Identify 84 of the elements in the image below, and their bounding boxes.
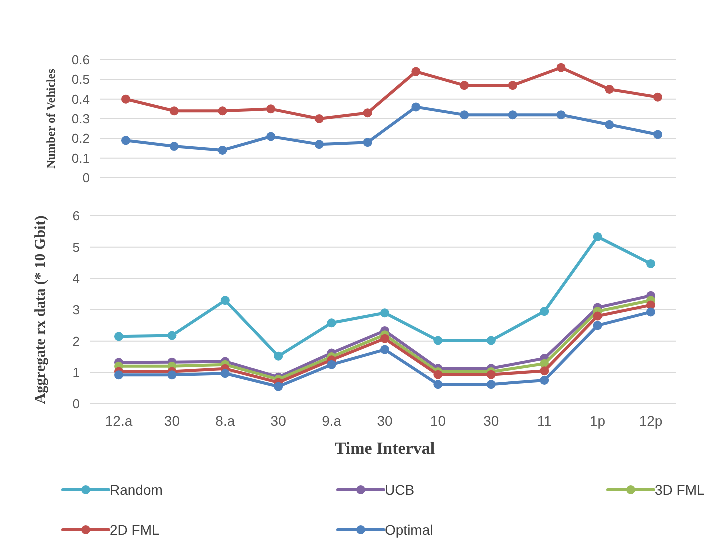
y-tick-label: 0: [82, 170, 90, 186]
x-tick-label: 10: [430, 413, 446, 429]
point: [114, 370, 124, 380]
x-tick-label: 30: [377, 413, 393, 429]
x-tick-label: 30: [270, 413, 287, 429]
x-tick-label: 1p: [590, 413, 606, 429]
y-axis-title: Aggregate rx data (* 10 Gbit): [33, 216, 49, 404]
y-tick-label: 0: [72, 396, 80, 412]
point: [274, 382, 284, 392]
point: [486, 380, 496, 390]
x-tick-label: 11: [537, 413, 552, 429]
y-tick-label: 0.5: [72, 72, 90, 88]
point: [380, 345, 390, 354]
point: [508, 110, 518, 120]
point: [266, 104, 276, 114]
point: [170, 106, 179, 116]
point: [266, 132, 276, 142]
x-tick-label: 30: [484, 413, 500, 429]
point: [646, 259, 656, 268]
point: [540, 376, 550, 385]
point: [605, 120, 614, 130]
point: [380, 308, 390, 318]
legend-label: 3D FML: [655, 482, 705, 498]
point: [363, 108, 372, 118]
point: [540, 366, 550, 376]
y-tick-label: 0.4: [72, 92, 90, 107]
point: [460, 110, 470, 120]
point: [327, 360, 336, 370]
point: [593, 321, 602, 330]
y-tick-label: 0.6: [72, 52, 90, 68]
point: [314, 140, 324, 150]
y-tick-label: 4: [72, 271, 80, 286]
x-tick-label: 9.a: [322, 413, 342, 429]
x-tick-label: 30: [164, 413, 180, 429]
point: [486, 370, 496, 380]
y-tick-label: 0.3: [72, 112, 90, 127]
legend-label: Random: [110, 482, 163, 498]
x-axis-title: Time Interval: [334, 439, 436, 458]
point: [168, 370, 177, 380]
point: [654, 92, 662, 102]
point: [218, 106, 228, 116]
point: [434, 336, 443, 346]
point: [508, 81, 518, 90]
point: [593, 232, 602, 242]
point: [412, 102, 421, 112]
point: [434, 370, 443, 380]
point: [593, 312, 602, 321]
x-tick-label: 8.a: [216, 413, 236, 429]
point: [122, 136, 130, 146]
point: [412, 67, 421, 76]
y-axis-title: Number of Vehicles: [44, 68, 58, 169]
legend-label: UCB: [385, 482, 415, 498]
point: [646, 308, 656, 317]
y-tick-label: 1: [72, 365, 80, 380]
point: [654, 130, 662, 140]
point: [274, 352, 284, 361]
point: [434, 380, 443, 390]
point: [380, 334, 390, 344]
x-tick-label: 12p: [639, 413, 663, 429]
y-tick-label: 5: [72, 240, 80, 255]
y-tick-label: 2: [72, 334, 80, 349]
y-tick-label: 6: [72, 208, 80, 224]
point: [220, 296, 230, 306]
point: [605, 85, 614, 94]
point: [460, 81, 470, 90]
point: [168, 331, 177, 340]
point: [556, 63, 566, 72]
point: [486, 336, 496, 346]
point: [220, 369, 230, 378]
point: [122, 94, 130, 104]
point: [114, 332, 124, 342]
point: [327, 318, 336, 328]
y-tick-label: 0.1: [72, 150, 90, 166]
point: [363, 138, 372, 148]
point: [556, 110, 566, 120]
point: [540, 307, 550, 316]
legend-label: 2D FML: [110, 522, 160, 538]
x-tick-label: 12.a: [105, 413, 133, 429]
legend-label: Optimal: [385, 522, 434, 538]
point: [218, 146, 228, 155]
y-tick-label: 3: [72, 302, 80, 318]
point: [170, 142, 179, 152]
point: [314, 114, 324, 124]
y-tick-label: 0.2: [72, 131, 90, 146]
